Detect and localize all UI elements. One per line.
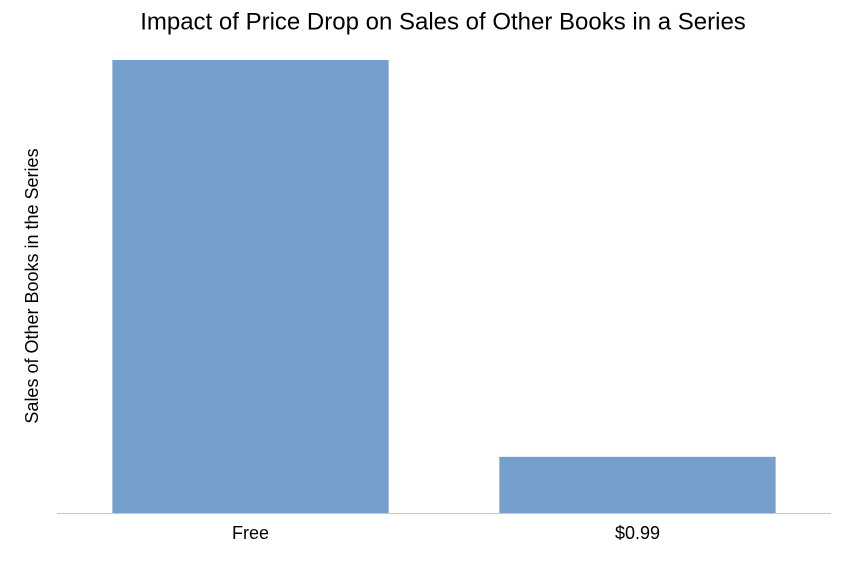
y-axis-label: Sales of Other Books in the Series <box>22 148 42 423</box>
bar <box>499 456 776 513</box>
x-tick-label: Free <box>232 523 269 543</box>
bar <box>112 60 389 513</box>
x-tick-label: $0.99 <box>615 523 660 543</box>
chart-title: Impact of Price Drop on Sales of Other B… <box>140 8 746 35</box>
